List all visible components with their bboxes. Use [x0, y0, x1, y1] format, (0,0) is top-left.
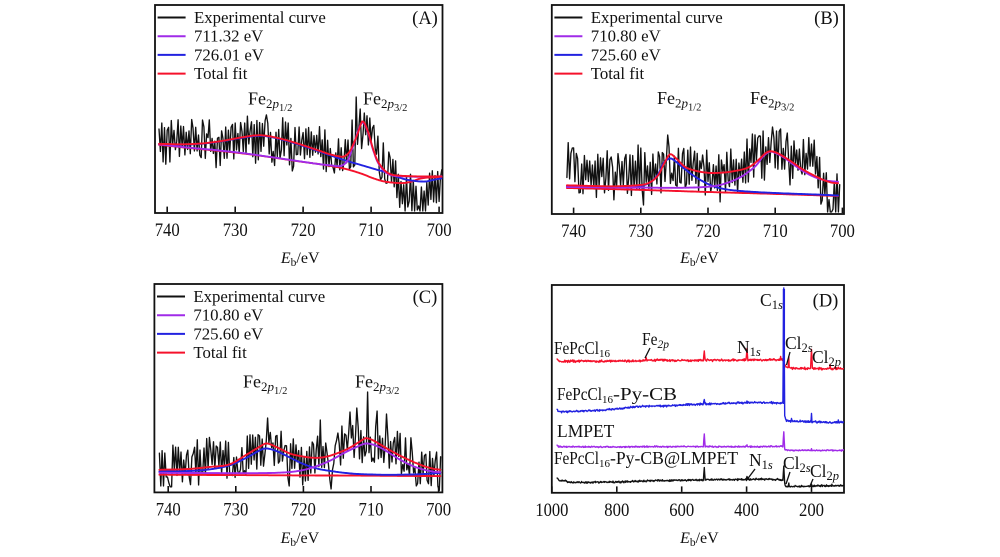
svg-text:Total fit: Total fit	[591, 64, 645, 83]
svg-text:710: 710	[359, 220, 384, 241]
svg-text:400: 400	[734, 500, 759, 521]
svg-text:1000: 1000	[535, 500, 568, 521]
svg-text:Eb/eV: Eb/eV	[280, 250, 320, 269]
svg-text:(B): (B)	[814, 9, 839, 29]
svg-text:800: 800	[604, 500, 629, 521]
svg-text:Total fit: Total fit	[194, 64, 248, 83]
svg-text:725.60 eV: 725.60 eV	[591, 45, 661, 64]
svg-text:740: 740	[156, 499, 181, 520]
svg-text:600: 600	[669, 500, 694, 521]
svg-text:700: 700	[427, 220, 452, 241]
svg-text:740: 740	[155, 220, 180, 241]
svg-text:710.80 eV: 710.80 eV	[193, 306, 263, 325]
svg-text:200: 200	[799, 500, 824, 521]
svg-text:Eb/eV: Eb/eV	[679, 530, 719, 549]
svg-text:Eb/eV: Eb/eV	[280, 530, 320, 549]
svg-text:FePcCl16-Py-CB: FePcCl16-Py-CB	[557, 384, 677, 406]
svg-text:700: 700	[426, 499, 451, 520]
svg-text:Experimental curve: Experimental curve	[194, 8, 326, 27]
svg-text:730: 730	[223, 220, 248, 241]
svg-text:LMPET: LMPET	[557, 421, 615, 441]
svg-text:720: 720	[291, 499, 316, 520]
svg-text:711.32 eV: 711.32 eV	[194, 27, 263, 46]
svg-text:726.01 eV: 726.01 eV	[194, 45, 264, 64]
svg-text:FePcCl16-Py-CB@LMPET: FePcCl16-Py-CB@LMPET	[554, 448, 738, 470]
svg-text:(C): (C)	[413, 288, 438, 308]
svg-text:710.80 eV: 710.80 eV	[591, 27, 661, 46]
svg-text:725.60 eV: 725.60 eV	[193, 324, 263, 343]
svg-text:720: 720	[291, 220, 316, 241]
svg-text:700: 700	[830, 221, 855, 242]
svg-text:Fe2p: Fe2p	[642, 329, 669, 351]
svg-text:(A): (A)	[412, 9, 438, 29]
svg-text:720: 720	[696, 221, 721, 242]
svg-text:Eb/eV: Eb/eV	[679, 250, 719, 269]
svg-text:710: 710	[359, 499, 384, 520]
svg-text:740: 740	[561, 221, 586, 242]
svg-text:Experimental curve: Experimental curve	[591, 8, 723, 27]
svg-text:Experimental curve: Experimental curve	[193, 287, 325, 306]
svg-text:710: 710	[763, 221, 788, 242]
svg-text:Total fit: Total fit	[193, 343, 247, 362]
svg-text:730: 730	[628, 221, 653, 242]
svg-text:FePcCl16: FePcCl16	[554, 338, 611, 360]
svg-text:730: 730	[223, 499, 248, 520]
svg-text:(D): (D)	[813, 292, 839, 312]
